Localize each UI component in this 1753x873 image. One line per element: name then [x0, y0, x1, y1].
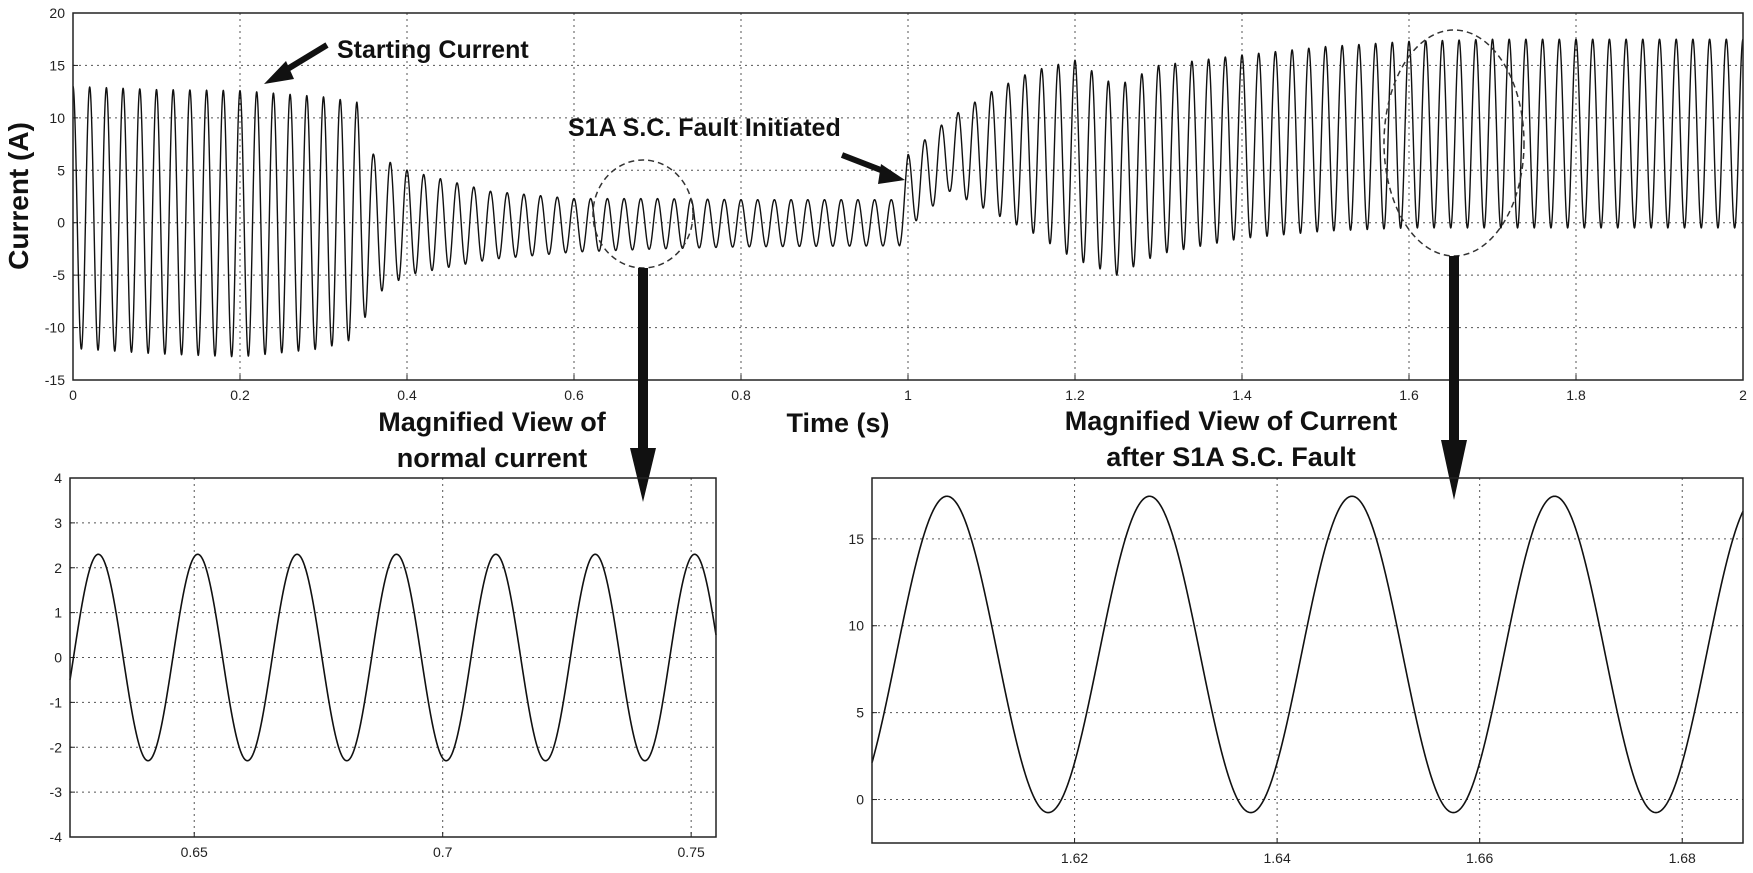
0-y-tick-label: 10 — [49, 110, 65, 126]
starting-current-arrowhead — [264, 61, 294, 84]
0-y-tick-label: 15 — [49, 57, 65, 73]
1-x-tick-label: 0.75 — [678, 844, 705, 860]
main-axes-frame — [72, 12, 1744, 381]
fault-initiated-arrowhead — [878, 164, 905, 184]
1-x-tick-label: 0.65 — [181, 844, 208, 860]
main-x-axis-label: Time (s) — [786, 408, 889, 438]
fault-current-trace — [871, 495, 1744, 814]
1-y-tick-label: 1 — [54, 605, 62, 621]
0-x-tick-label: 0 — [69, 387, 77, 403]
0-x-tick-label: 1.4 — [1232, 387, 1252, 403]
main-y-axis-label: Current (A) — [3, 122, 34, 270]
0-x-tick-label: 1.8 — [1566, 387, 1586, 403]
0-y-tick-label: 0 — [57, 215, 65, 231]
2-y-tick-label: 5 — [856, 705, 864, 721]
1-y-tick-label: -2 — [50, 739, 63, 755]
0-y-tick-label: -15 — [45, 372, 65, 388]
1-y-tick-label: 3 — [54, 515, 62, 531]
2-x-tick-label: 1.68 — [1669, 850, 1696, 866]
2-y-tick-label: 15 — [848, 531, 864, 547]
main-grid — [72, 12, 1744, 381]
right-axes-frame — [871, 477, 1744, 844]
0-x-tick-label: 0.4 — [397, 387, 417, 403]
1-y-tick-label: -3 — [50, 784, 63, 800]
0-x-tick-label: 0.8 — [731, 387, 751, 403]
normal-current-magnified-plot: 0.65 0.7 0.75 4 3 2 1 0 -1 -2 -3 -4 — [50, 470, 717, 860]
right-inset-title-line1: Magnified View of Current — [1065, 406, 1398, 436]
0-x-tick-label: 1.2 — [1065, 387, 1085, 403]
fault-current-magnified-plot: 1.62 1.64 1.66 1.68 15 10 5 0 — [848, 477, 1744, 866]
0-x-tick-label: 0.2 — [230, 387, 250, 403]
0-x-tick-label: 0.6 — [564, 387, 584, 403]
right-tick-labels: 1.62 1.64 1.66 1.68 15 10 5 0 — [848, 531, 1696, 866]
right-grid — [872, 478, 1743, 843]
2-x-tick-label: 1.64 — [1263, 850, 1290, 866]
fault-callout-arrowhead — [1441, 440, 1467, 500]
2-x-tick-label: 1.66 — [1466, 850, 1493, 866]
left-inset-title-line1: Magnified View of — [378, 407, 607, 437]
0-y-tick-label: 5 — [57, 162, 65, 178]
fault-initiated-annotation: S1A S.C. Fault Initiated — [568, 114, 841, 142]
0-x-tick-label: 1 — [904, 387, 912, 403]
left-axes-frame — [69, 477, 717, 838]
starting-current-annotation: Starting Current — [337, 36, 529, 64]
0-x-tick-label: 1.6 — [1399, 387, 1419, 403]
1-y-tick-label: -1 — [50, 694, 63, 710]
1-y-tick-label: 0 — [54, 650, 62, 666]
main-tick-labels: 0 0.2 0.4 0.6 0.8 1 1.2 1.4 1.6 1.8 2 20 15 10 5 0 -5 -10… — [45, 5, 1747, 403]
2-y-tick-label: 0 — [856, 792, 864, 808]
1-y-tick-label: 4 — [54, 470, 62, 486]
main-current-trace — [72, 38, 1744, 358]
normal-current-trace — [69, 553, 717, 762]
right-inset-title-line2: after S1A S.C. Fault — [1106, 442, 1356, 472]
0-y-tick-label: -5 — [53, 267, 66, 283]
0-y-tick-label: -10 — [45, 320, 65, 336]
1-x-tick-label: 0.7 — [433, 844, 453, 860]
normal-callout-arrowhead — [630, 448, 656, 502]
2-x-tick-label: 1.62 — [1061, 850, 1088, 866]
1-y-tick-label: 2 — [54, 560, 62, 576]
2-y-tick-label: 10 — [848, 618, 864, 634]
0-x-tick-label: 2 — [1739, 387, 1747, 403]
left-inset-title-line2: normal current — [397, 443, 588, 473]
0-y-tick-label: 20 — [49, 5, 65, 21]
1-y-tick-label: -4 — [50, 829, 63, 845]
left-tick-labels: 0.65 0.7 0.75 4 3 2 1 0 -1 -2 -3 -4 — [50, 470, 705, 860]
